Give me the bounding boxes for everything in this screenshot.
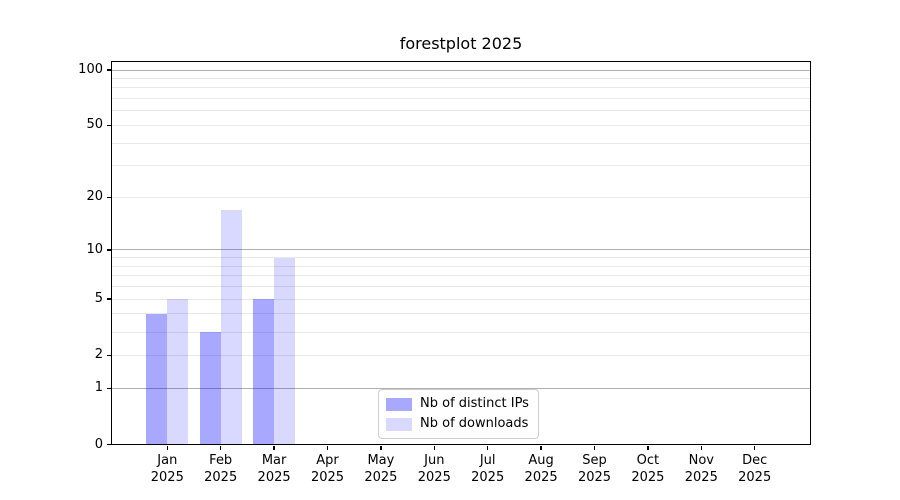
x-tick-mar xyxy=(273,446,275,450)
x-tick-label-jan: Jan 2025 xyxy=(150,452,184,485)
plot-frame xyxy=(110,60,811,445)
y-gridline-minor-50 xyxy=(112,124,810,126)
bar-nb-of-distinct-ips-jan xyxy=(146,313,168,445)
x-tick-label-may: May 2025 xyxy=(364,452,398,485)
y-gridline-minor-80 xyxy=(112,87,810,89)
legend-item-downloads: Nb of downloads xyxy=(386,416,529,432)
x-tick-label-aug: Aug 2025 xyxy=(524,452,558,485)
bar-nb-of-distinct-ips-mar xyxy=(253,299,275,445)
y-gridline-minor-4 xyxy=(112,313,810,315)
y-tick-label-1: 1 xyxy=(94,380,103,396)
y-gridline-minor-3 xyxy=(112,331,810,333)
x-tick-feb xyxy=(219,446,222,450)
x-tick-nov xyxy=(700,446,703,450)
plot-area xyxy=(112,62,810,445)
y-gridline-minor-8 xyxy=(112,265,810,267)
x-tick-label-jul: Jul 2025 xyxy=(471,452,505,485)
x-tick-label-nov: Nov 2025 xyxy=(684,452,718,485)
legend-item-distinct-ips: Nb of distinct IPs xyxy=(386,396,529,412)
legend-swatch-downloads-icon xyxy=(386,417,412,431)
y-gridline-minor-9 xyxy=(112,257,810,259)
y-tick-100 xyxy=(106,69,111,71)
x-tick-jun xyxy=(433,446,436,450)
y-gridline-minor-5 xyxy=(112,298,810,300)
chart-title: forestplot 2025 xyxy=(399,34,523,53)
y-tick-20 xyxy=(106,196,111,199)
y-tick-label-20: 20 xyxy=(86,189,103,205)
y-tick-label-10: 10 xyxy=(86,241,103,257)
y-gridline-minor-40 xyxy=(112,142,810,144)
y-gridline-minor-70 xyxy=(112,98,810,100)
x-tick-label-sep: Sep 2025 xyxy=(577,452,612,485)
x-tick-label-feb: Feb 2025 xyxy=(204,452,238,485)
bar-nb-of-downloads-feb xyxy=(220,209,242,445)
x-tick-label-jun: Jun 2025 xyxy=(417,452,451,485)
y-tick-label-100: 100 xyxy=(78,62,103,78)
y-tick-5 xyxy=(106,298,111,300)
x-tick-aug xyxy=(540,446,542,450)
y-tick-50 xyxy=(106,124,111,127)
y-gridline-minor-2 xyxy=(112,354,810,356)
x-tick-jul xyxy=(486,446,489,450)
y-tick-label-50: 50 xyxy=(86,117,103,133)
x-tick-jan xyxy=(166,446,169,450)
legend-label-distinct-ips: Nb of distinct IPs xyxy=(420,396,529,411)
legend: Nb of distinct IPs Nb of downloads xyxy=(378,389,539,439)
y-tick-0 xyxy=(106,443,111,446)
x-tick-may xyxy=(380,446,382,450)
y-tick-2 xyxy=(106,354,111,357)
y-tick-10 xyxy=(106,249,111,251)
y-tick-1 xyxy=(106,387,111,389)
bar-nb-of-downloads-jan xyxy=(167,299,189,445)
bar-nb-of-distinct-ips-feb xyxy=(199,332,221,445)
x-tick-sep xyxy=(593,446,596,450)
y-gridline-minor-60 xyxy=(112,110,810,112)
x-tick-label-mar: Mar 2025 xyxy=(257,452,291,485)
y-gridline-major-10 xyxy=(112,249,810,251)
y-gridline-minor-7 xyxy=(112,275,810,277)
x-tick-label-apr: Apr 2025 xyxy=(310,452,345,485)
x-tick-apr xyxy=(326,446,329,450)
legend-label-downloads: Nb of downloads xyxy=(420,416,529,431)
y-gridline-major-100 xyxy=(112,69,810,71)
y-tick-label-2: 2 xyxy=(94,347,103,363)
y-gridline-major-1 xyxy=(112,387,810,389)
bar-nb-of-downloads-mar xyxy=(274,257,296,445)
y-tick-label-5: 5 xyxy=(94,291,103,307)
y-gridline-minor-30 xyxy=(112,165,810,167)
x-tick-label-oct: Oct 2025 xyxy=(631,452,665,485)
y-tick-label-0: 0 xyxy=(94,436,103,452)
y-gridline-minor-6 xyxy=(112,286,810,288)
y-gridline-minor-20 xyxy=(112,196,810,198)
y-gridline-minor-90 xyxy=(112,77,810,79)
x-tick-label-dec: Dec 2025 xyxy=(738,452,772,485)
x-tick-oct xyxy=(647,446,649,450)
x-tick-dec xyxy=(753,446,756,450)
legend-swatch-distinct-ips-icon xyxy=(386,397,412,411)
